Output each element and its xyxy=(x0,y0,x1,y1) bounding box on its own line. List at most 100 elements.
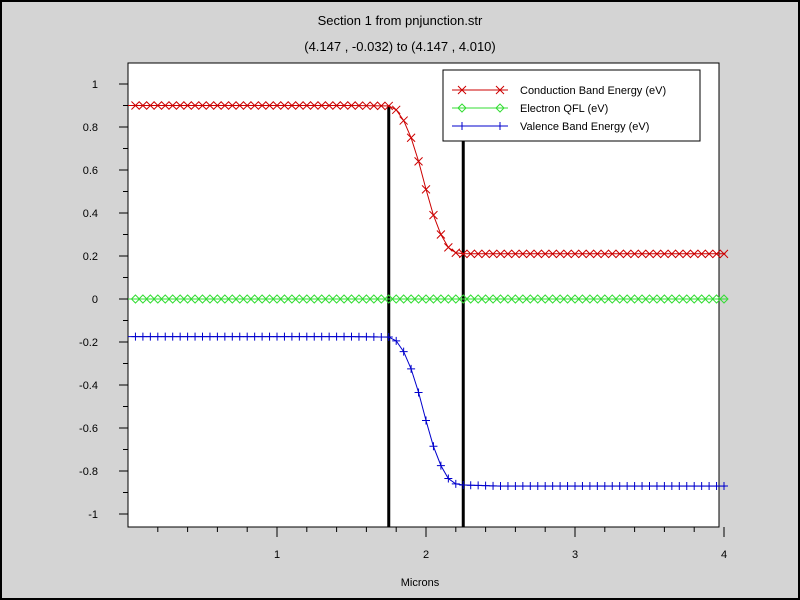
y-tick-label: -0.8 xyxy=(79,466,98,478)
series-3 xyxy=(128,332,728,491)
data-point xyxy=(630,249,639,259)
data-point xyxy=(243,332,252,341)
legend-marker xyxy=(458,122,466,130)
data-point xyxy=(421,184,431,194)
legend-label: Valence Band Energy (eV) xyxy=(520,121,649,133)
data-point xyxy=(295,332,304,341)
data-point xyxy=(205,332,214,341)
data-point xyxy=(407,364,416,373)
data-point xyxy=(719,294,729,304)
data-point xyxy=(466,249,476,259)
data-point xyxy=(667,249,677,259)
data-point xyxy=(563,482,572,491)
series-1 xyxy=(128,101,729,259)
data-point xyxy=(376,101,386,111)
data-point xyxy=(540,249,550,259)
data-point xyxy=(392,336,401,345)
data-point xyxy=(578,249,587,259)
data-point xyxy=(555,249,565,259)
data-point xyxy=(168,332,177,341)
legend-marker xyxy=(495,103,505,113)
data-point xyxy=(422,416,430,425)
data-point xyxy=(176,332,185,341)
legend: Conduction Band Energy (eV) Electron QFL … xyxy=(442,69,701,142)
data-point xyxy=(399,116,409,125)
data-point xyxy=(473,249,483,259)
data-point xyxy=(235,332,244,341)
data-point xyxy=(637,249,647,259)
data-point xyxy=(615,482,624,491)
data-point xyxy=(310,332,319,341)
legend-marker xyxy=(496,122,504,130)
data-point xyxy=(503,249,513,259)
data-point xyxy=(384,333,393,342)
data-point xyxy=(347,101,356,110)
data-point xyxy=(317,101,327,110)
data-point xyxy=(697,482,706,491)
data-point xyxy=(525,249,535,259)
data-point xyxy=(309,101,319,110)
y-tick-label: 0.8 xyxy=(83,122,98,134)
legend-box xyxy=(442,69,701,142)
data-point xyxy=(384,101,394,111)
data-point xyxy=(325,332,334,341)
y-tick-label: -0.2 xyxy=(79,337,98,349)
data-point xyxy=(592,249,602,259)
data-point xyxy=(175,101,185,110)
data-point xyxy=(608,482,617,491)
data-point xyxy=(429,210,438,220)
data-point xyxy=(339,101,349,110)
data-point xyxy=(362,332,371,341)
data-point xyxy=(250,101,260,110)
data-point xyxy=(250,332,259,341)
data-point xyxy=(302,101,312,110)
data-point xyxy=(481,249,490,259)
data-point xyxy=(228,332,237,341)
y-tick-label: -0.4 xyxy=(79,380,98,392)
data-point xyxy=(265,332,274,341)
data-point xyxy=(593,482,602,491)
data-point xyxy=(369,101,379,111)
data-point xyxy=(563,249,572,259)
series-2 xyxy=(128,294,729,304)
data-point xyxy=(704,249,714,259)
data-point xyxy=(466,481,475,490)
data-point xyxy=(459,480,468,489)
data-point xyxy=(548,249,558,259)
data-point xyxy=(712,482,721,491)
data-point xyxy=(198,101,207,110)
y-tick-label: -0.6 xyxy=(79,423,98,435)
legend-marker xyxy=(457,85,467,95)
data-point xyxy=(369,332,378,341)
data-point xyxy=(220,101,230,110)
data-point xyxy=(675,482,684,491)
data-point xyxy=(414,157,423,166)
legend-label: Conduction Band Energy (eV) xyxy=(520,85,666,97)
legend-marker xyxy=(495,85,505,95)
data-point xyxy=(340,332,349,341)
data-point xyxy=(317,332,326,341)
data-point xyxy=(720,482,728,491)
data-point xyxy=(138,332,147,341)
data-point xyxy=(227,101,237,110)
data-point xyxy=(354,101,364,110)
legend-marker xyxy=(457,103,467,113)
y-tick-label: -1 xyxy=(88,509,98,521)
data-point xyxy=(280,101,289,110)
data-point xyxy=(265,101,274,110)
data-point xyxy=(645,249,654,259)
data-point xyxy=(138,101,148,110)
data-point xyxy=(183,332,192,341)
data-point xyxy=(652,482,661,491)
data-point xyxy=(719,249,729,259)
data-point xyxy=(362,101,371,111)
x-tick-label: 4 xyxy=(721,549,727,561)
data-point xyxy=(496,482,505,491)
data-point xyxy=(585,249,595,259)
data-point xyxy=(205,101,215,110)
data-point xyxy=(258,332,267,341)
data-point xyxy=(131,332,140,341)
data-point xyxy=(332,101,341,110)
data-point xyxy=(280,332,289,341)
